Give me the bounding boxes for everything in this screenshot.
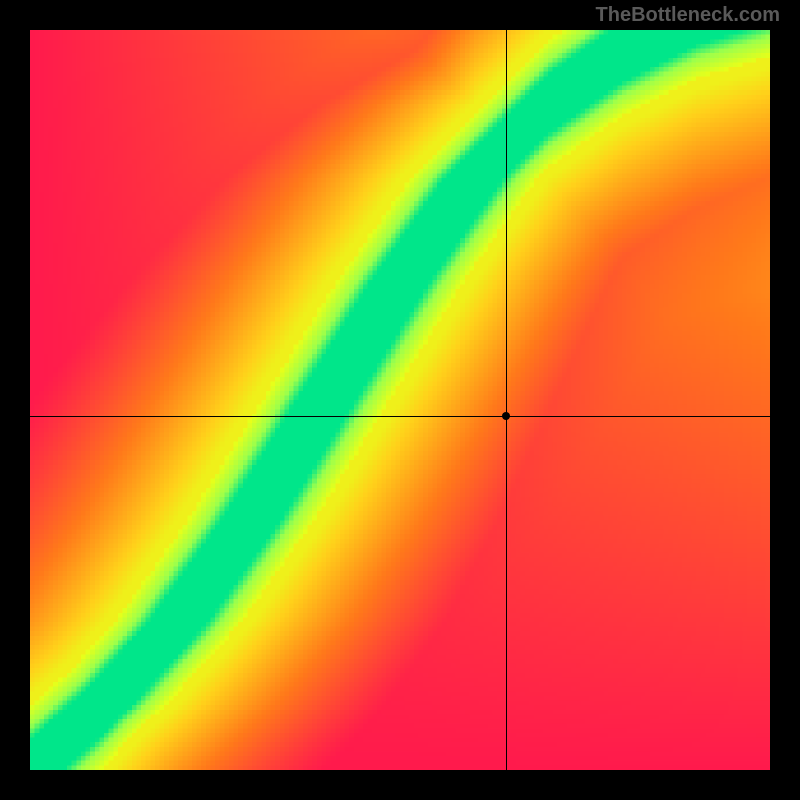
plot-area xyxy=(30,30,770,770)
crosshair-dot xyxy=(502,412,510,420)
crosshair-vertical xyxy=(506,30,507,770)
watermark-text: TheBottleneck.com xyxy=(596,4,780,27)
heatmap-canvas xyxy=(30,30,770,770)
crosshair-horizontal xyxy=(30,416,770,417)
